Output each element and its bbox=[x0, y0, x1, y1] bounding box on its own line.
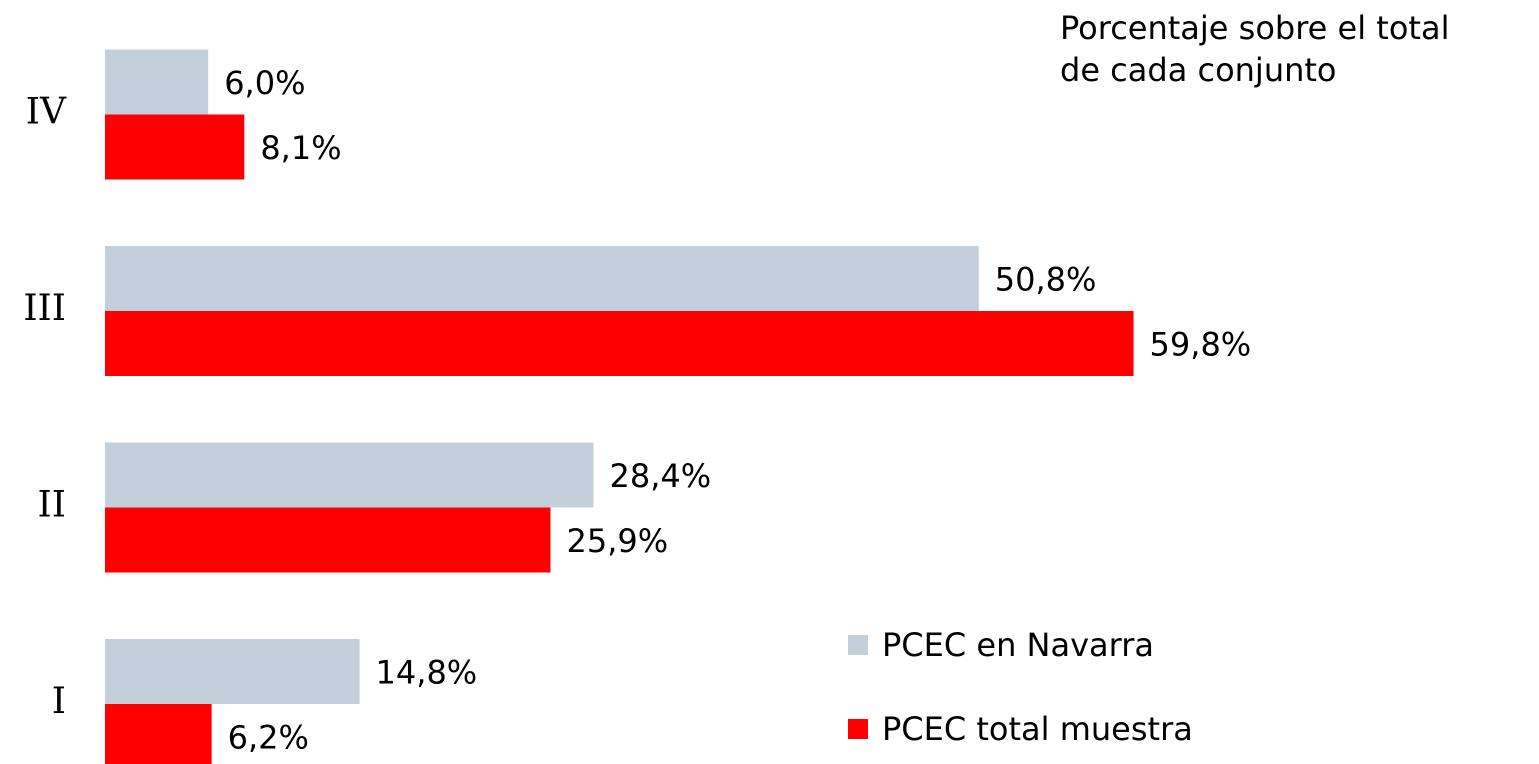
legend-swatch bbox=[848, 635, 868, 655]
category-label: III bbox=[23, 288, 66, 329]
legend-label: PCEC total muestra bbox=[882, 710, 1193, 748]
category-label: I bbox=[52, 681, 66, 722]
category-label: IV bbox=[26, 92, 67, 133]
bar bbox=[105, 442, 594, 508]
legend-label: PCEC en Navarra bbox=[882, 626, 1154, 664]
bar bbox=[105, 311, 1134, 376]
value-label: 6,0% bbox=[224, 64, 305, 102]
bar bbox=[105, 507, 551, 573]
value-label: 50,8% bbox=[995, 261, 1097, 299]
bar bbox=[105, 114, 245, 180]
value-label: 14,8% bbox=[376, 654, 478, 692]
annotation: de cada conjunto bbox=[1060, 51, 1337, 89]
annotation: Porcentaje sobre el total bbox=[1060, 9, 1449, 47]
bar bbox=[105, 246, 979, 311]
bar bbox=[105, 49, 209, 115]
category-label: II bbox=[38, 485, 66, 526]
value-label: 6,2% bbox=[228, 719, 309, 757]
bar bbox=[105, 704, 212, 764]
value-label: 59,8% bbox=[1150, 326, 1252, 364]
value-label: 25,9% bbox=[566, 522, 668, 560]
bar bbox=[105, 639, 360, 704]
legend-swatch bbox=[848, 719, 868, 739]
value-label: 8,1% bbox=[260, 129, 341, 167]
value-label: 28,4% bbox=[609, 457, 711, 495]
